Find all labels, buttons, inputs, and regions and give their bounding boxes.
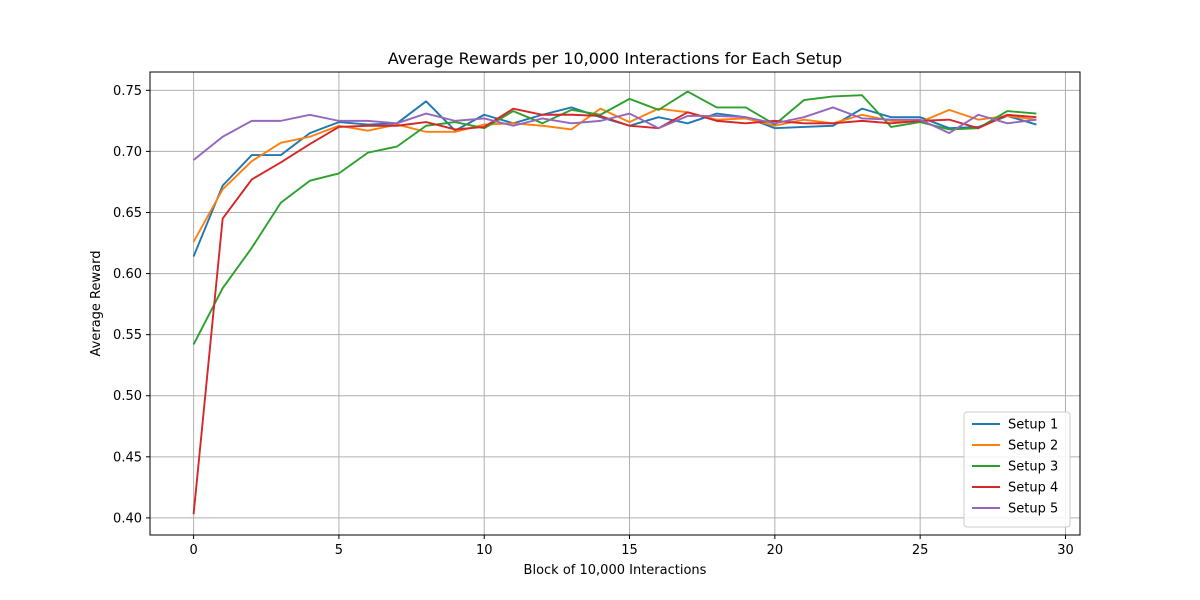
legend-box xyxy=(963,411,1071,528)
y-tick-label: 0.65 xyxy=(113,206,142,221)
series-line-setup-2 xyxy=(192,107,1037,243)
x-tick-label: 25 xyxy=(912,543,929,558)
legend-label-setup-3: Setup 3 xyxy=(1008,460,1058,475)
series-line-setup-3 xyxy=(192,90,1037,345)
legend-label-setup-4: Setup 4 xyxy=(1008,481,1058,496)
x-tick-label: 20 xyxy=(767,543,784,558)
y-tick-label: 0.70 xyxy=(113,145,142,160)
y-tick-label: 0.55 xyxy=(113,328,142,343)
legend-label-setup-5: Setup 5 xyxy=(1008,502,1058,517)
y-tick-label: 0.75 xyxy=(113,84,142,99)
x-tick-label: 0 xyxy=(189,543,197,558)
axis-ticks: 0 5 10 15 20 25 30 0.40 0.45 0.50 0.55 0.60 0.65 0.70… xyxy=(113,84,1074,558)
y-axis-label: Average Reward xyxy=(89,251,104,357)
grid xyxy=(150,72,1080,535)
x-tick-label: 15 xyxy=(621,543,638,558)
y-tick-label: 0.60 xyxy=(113,267,142,282)
series-line-setup-5 xyxy=(192,106,1037,161)
legend: Setup 1 Setup 2 Setup 3 Setup 4 Setup 5 xyxy=(963,411,1071,528)
series-lines xyxy=(192,90,1037,515)
plot-frame xyxy=(149,71,1081,536)
x-tick-label: 30 xyxy=(1057,543,1074,558)
y-tick-label: 0.40 xyxy=(113,511,142,526)
series-line-setup-4 xyxy=(192,107,1037,515)
chart-title: Average Rewards per 10,000 Interactions … xyxy=(388,49,842,68)
y-tick-label: 0.50 xyxy=(113,389,142,404)
x-tick-label: 5 xyxy=(335,543,343,558)
y-tick-label: 0.45 xyxy=(113,450,142,465)
legend-label-setup-1: Setup 1 xyxy=(1008,418,1058,433)
x-axis-label: Block of 10,000 Interactions xyxy=(524,563,707,578)
x-tick-label: 10 xyxy=(476,543,493,558)
legend-label-setup-2: Setup 2 xyxy=(1008,439,1058,454)
